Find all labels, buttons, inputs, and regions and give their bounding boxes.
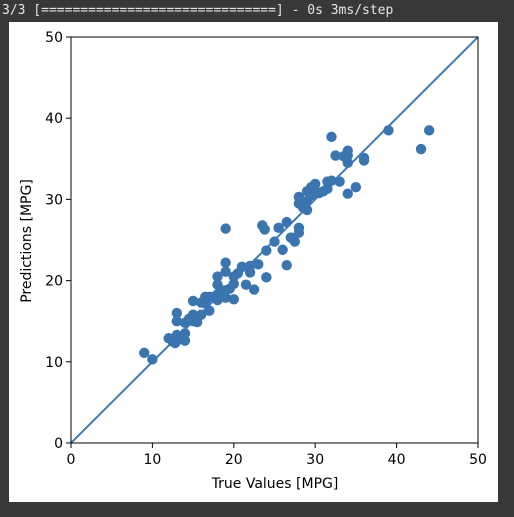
console-output-line: 3/3 [==============================] - 0…: [2, 3, 394, 18]
scatter-point: [415, 143, 427, 155]
scatter-point: [330, 150, 341, 161]
scatter-point: [220, 223, 231, 234]
scatter-point: [277, 244, 288, 255]
scatter-point: [281, 259, 292, 271]
scatter-point: [281, 216, 292, 228]
scatter-point: [423, 125, 435, 136]
scatter-point: [293, 222, 305, 234]
scatter-point: [326, 175, 337, 186]
scatter-point: [269, 236, 280, 247]
scatter-point: [248, 284, 260, 295]
scatter-point: [220, 292, 231, 303]
scatter-point: [171, 307, 183, 319]
scatter-point: [326, 131, 337, 143]
scatter-point: [342, 188, 353, 199]
scatter-point: [228, 278, 239, 290]
scatter-point: [310, 178, 321, 190]
y-tick-label: 20: [45, 274, 63, 290]
scatter-point: [322, 183, 333, 195]
scatter-point: [273, 222, 284, 234]
scatter-point: [187, 295, 199, 307]
scatter-plot: 0 10 20 30 40 50 0 10 20 30 40 50 True Values [MPG]…: [19, 30, 487, 492]
scatter-point: [259, 224, 270, 235]
x-tick-label: 0: [67, 452, 76, 468]
y-tick-label: 50: [45, 30, 63, 46]
scatter-point: [253, 259, 264, 270]
scatter-point: [147, 354, 158, 365]
x-tick-label: 40: [388, 452, 406, 468]
scatter-point: [289, 236, 301, 247]
scatter-point: [236, 261, 248, 272]
scatter-point: [179, 335, 191, 346]
scatter-point: [342, 150, 353, 161]
x-tick-label: 10: [143, 452, 161, 468]
scatter-point: [171, 316, 183, 327]
scatter-point: [244, 260, 256, 272]
y-tick-label: 30: [45, 192, 63, 208]
scatter-point: [179, 328, 191, 339]
scatter-point: [220, 266, 231, 277]
y-axis-label: Predictions [MPG]: [19, 179, 35, 303]
scatter-point: [261, 245, 272, 256]
y-tick-label: 10: [45, 355, 63, 371]
scatter-point: [261, 272, 272, 283]
plot-frame: [70, 36, 479, 444]
x-tick-label: 50: [469, 452, 487, 468]
plot-marks: [71, 37, 478, 443]
x-tick-label: 20: [225, 452, 243, 468]
scatter-point: [305, 190, 317, 201]
scatter-point: [204, 305, 215, 316]
scatter-point: [220, 257, 231, 268]
scatter-point: [240, 279, 252, 290]
scatter-point: [383, 125, 394, 136]
scatter-point: [358, 152, 370, 164]
scatter-point: [350, 182, 362, 193]
scatter-point: [293, 191, 305, 203]
y-tick-label: 40: [45, 111, 63, 127]
scatter-point: [196, 309, 207, 320]
scatter-point: [301, 204, 313, 216]
scatter-point: [139, 347, 150, 359]
scatter-point: [212, 271, 223, 282]
x-tick-label: 30: [306, 452, 324, 468]
scatter-point: [228, 294, 239, 305]
scatter-point: [342, 157, 353, 169]
scatter-figure: 0 10 20 30 40 50 0 10 20 30 40 50 True Values [MPG]…: [9, 22, 498, 502]
plot-axes: 0 10 20 30 40 50 0 10 20 30 40 50: [45, 30, 487, 468]
scatter-point: [334, 176, 345, 187]
y-tick-label: 0: [54, 436, 63, 452]
x-axis-label: True Values [MPG]: [211, 476, 339, 492]
